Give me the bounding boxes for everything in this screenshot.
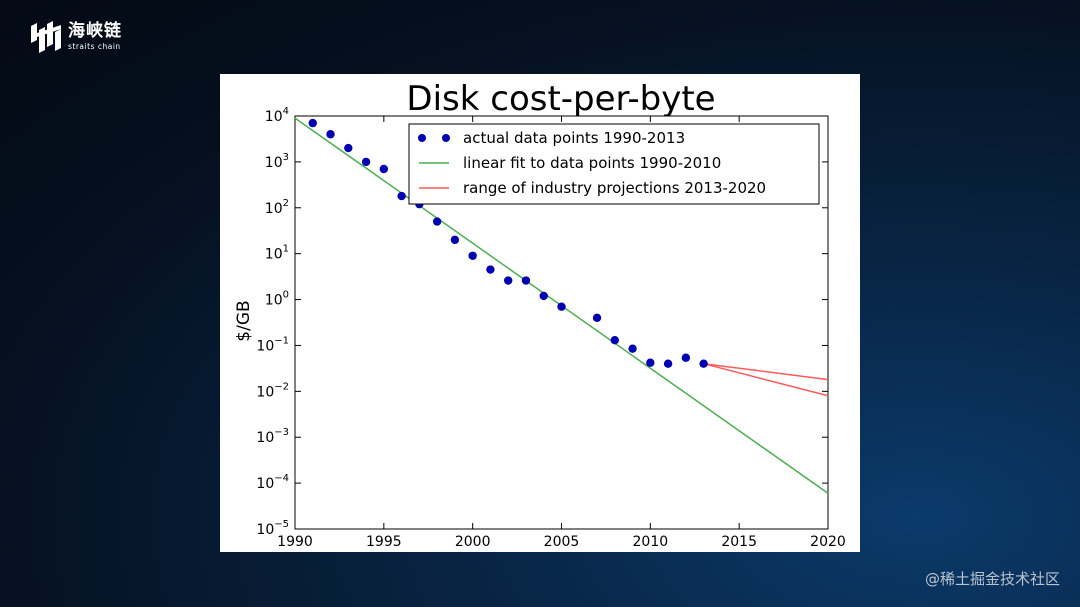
data-point xyxy=(628,344,637,353)
x-tick-label: 2015 xyxy=(721,534,757,550)
chart-card: Disk cost-per-byte $/GB 1990 1995 2000 2005… xyxy=(220,74,860,552)
chart-legend: actual data points 1990-2013 linear fit t… xyxy=(408,123,820,205)
data-point xyxy=(646,358,655,367)
legend-box xyxy=(408,123,820,205)
data-point xyxy=(539,291,548,301)
disk-cost-chart: Disk cost-per-byte $/GB 1990 1995 2000 2005… xyxy=(234,79,846,550)
data-point xyxy=(681,353,691,362)
data-point xyxy=(521,276,531,285)
legend-label: actual data points 1990-2013 xyxy=(463,129,685,147)
x-tick-label: 2020 xyxy=(810,534,846,550)
y-tick-label: 10−3 xyxy=(256,427,289,446)
data-point xyxy=(663,359,673,368)
data-point xyxy=(326,130,335,139)
y-tick-label: 104 xyxy=(265,106,289,125)
x-tick-label: 1990 xyxy=(277,534,313,550)
straits-chain-logo-icon xyxy=(31,21,61,53)
brand-name: 海峡链 xyxy=(68,21,122,42)
y-tick-label: 10−2 xyxy=(256,381,289,400)
y-tick-label: 101 xyxy=(265,244,289,263)
data-point xyxy=(450,235,460,245)
y-tick-label: 102 xyxy=(265,198,289,217)
data-point xyxy=(699,359,708,368)
data-point xyxy=(610,336,619,345)
data-point xyxy=(504,276,513,285)
data-point xyxy=(308,118,317,128)
y-tick-label: 10−1 xyxy=(256,335,289,354)
brand-logo: 海峡链 straits chain xyxy=(28,20,122,54)
projection-line xyxy=(703,362,829,381)
data-point xyxy=(486,265,495,274)
data-point xyxy=(592,313,602,323)
legend-label: linear fit to data points 1990-2010 xyxy=(463,154,721,172)
x-tick-label: 2000 xyxy=(455,534,491,550)
data-point xyxy=(468,251,477,260)
brand-subtitle: straits chain xyxy=(68,42,121,52)
data-point xyxy=(379,164,389,174)
data-point xyxy=(432,217,442,226)
watermark-text: @稀土掘金技术社区 xyxy=(924,570,1060,588)
data-point xyxy=(361,157,371,167)
data-point xyxy=(397,191,406,201)
legend-marker-points xyxy=(418,134,426,142)
y-tick-label: 10−4 xyxy=(256,473,289,492)
x-tick-label: 2005 xyxy=(544,534,580,550)
y-tick-label: 100 xyxy=(265,290,289,309)
x-tick-label: 2010 xyxy=(633,534,669,550)
y-tick-label: 103 xyxy=(265,152,289,171)
x-tick-label: 1995 xyxy=(366,534,402,550)
y-axis-label: $/GB xyxy=(234,300,254,341)
data-point xyxy=(557,302,566,311)
legend-label: range of industry projections 2013-2020 xyxy=(463,179,766,197)
legend-marker-points xyxy=(442,134,450,142)
chart-title: Disk cost-per-byte xyxy=(406,79,715,119)
data-point xyxy=(344,143,353,153)
projection-line xyxy=(703,362,829,397)
